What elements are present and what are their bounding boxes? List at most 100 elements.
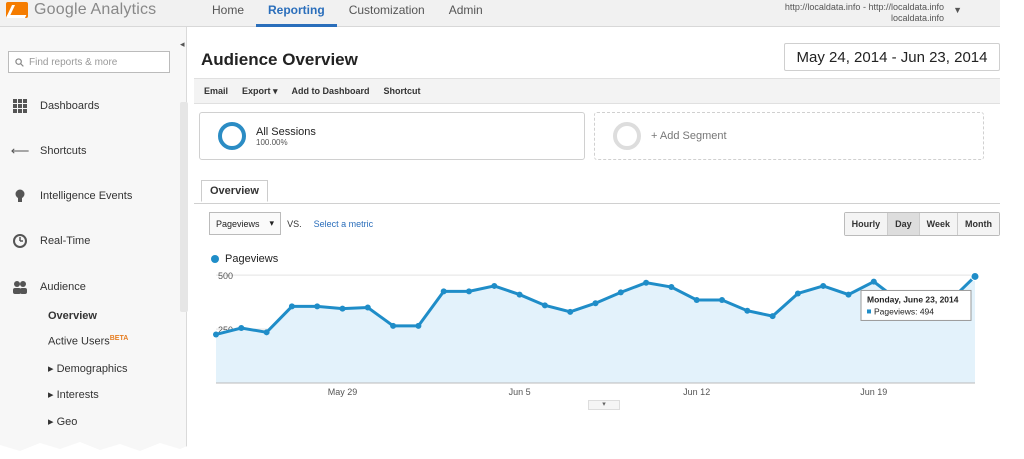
- sidebar-subitem-geo[interactable]: ▸ Geo: [48, 416, 78, 428]
- account-dropdown-icon[interactable]: ▼: [953, 5, 962, 15]
- tab-home[interactable]: Home: [212, 3, 245, 17]
- sidebar-subitem-label: Active Users: [48, 335, 110, 348]
- sidebar-item-shortcuts[interactable]: ⟵ Shortcuts: [10, 143, 87, 158]
- data-point[interactable]: [643, 279, 650, 286]
- x-tick-label: Jun 5: [509, 387, 531, 397]
- add-segment-label: + Add Segment: [651, 130, 727, 142]
- sidebar-item-label: Real-Time: [40, 235, 91, 247]
- pageviews-chart[interactable]: 500 250 May 29 Jun 5 Jun 12 Jun 19 Monday, Jun…: [194, 267, 1000, 412]
- collapse-sidebar-icon[interactable]: ◂: [180, 39, 185, 49]
- chart-expand-handle[interactable]: ▾: [588, 400, 620, 410]
- clock-icon: [12, 234, 28, 248]
- sidebar-subitem-demographics[interactable]: ▸ Demographics: [48, 363, 128, 375]
- tab-row: Overview: [194, 178, 1000, 204]
- data-point[interactable]: [617, 289, 624, 296]
- data-point[interactable]: [516, 291, 523, 298]
- select-metric-link[interactable]: Select a metric: [313, 218, 374, 229]
- top-bar: Google Analytics Home Reporting Customiz…: [0, 0, 1000, 27]
- torn-edge-bottom: [0, 441, 1024, 459]
- empty-ring-icon: [613, 122, 641, 150]
- data-point[interactable]: [263, 329, 270, 336]
- segment-all-sessions[interactable]: All Sessions 100.00%: [199, 112, 585, 160]
- segment-label: All Sessions: [256, 125, 316, 138]
- sidebar-subitem-interests[interactable]: ▸ Interests: [48, 389, 99, 401]
- sidebar-item-audience[interactable]: Audience: [12, 280, 86, 294]
- y-tick-label: 500: [218, 271, 233, 281]
- sidebar-item-label: Dashboards: [40, 100, 100, 112]
- data-point[interactable]: [339, 305, 346, 312]
- chevron-down-icon: ▾: [269, 218, 275, 228]
- chart-legend[interactable]: Pageviews: [211, 253, 278, 265]
- segment-ring-icon: [218, 122, 246, 150]
- data-point[interactable]: [870, 278, 877, 285]
- metric-select-value: Pageviews: [216, 218, 260, 229]
- sidebar-subitem-label: Demographics: [56, 363, 128, 375]
- shortcut-arrow-icon: ⟵: [10, 143, 30, 158]
- tab-admin[interactable]: Admin: [448, 3, 483, 17]
- sidebar-scrollbar[interactable]: [180, 102, 188, 312]
- sidebar-subitem-overview[interactable]: Overview: [48, 310, 97, 322]
- add-to-dashboard-button[interactable]: Add to Dashboard: [291, 86, 370, 96]
- data-point[interactable]: [491, 282, 498, 289]
- data-point[interactable]: [845, 291, 852, 298]
- sidebar-item-intelligence-events[interactable]: Intelligence Events: [12, 189, 132, 203]
- data-point[interactable]: [364, 304, 371, 311]
- data-point[interactable]: [769, 313, 776, 320]
- sidebar-item-dashboards[interactable]: Dashboards: [12, 99, 99, 113]
- tab-reporting[interactable]: Reporting: [256, 2, 337, 27]
- lightbulb-icon: [12, 189, 28, 203]
- segment-percent: 100.00%: [256, 137, 288, 147]
- search-icon: [15, 57, 24, 67]
- logo-text: Google Analytics: [34, 1, 157, 18]
- data-point[interactable]: [541, 302, 548, 309]
- search-input[interactable]: Find reports & more: [8, 51, 170, 73]
- page-title: Audience Overview: [201, 50, 358, 69]
- data-point[interactable]: [820, 282, 827, 289]
- logo[interactable]: Google Analytics: [6, 0, 156, 20]
- account-line2: localdata.info: [890, 13, 944, 23]
- beta-badge: BETA: [109, 335, 129, 342]
- tab-customization[interactable]: Customization: [348, 3, 425, 17]
- sidebar-subitem-label: Interests: [56, 389, 99, 401]
- sidebar-item-real-time[interactable]: Real-Time: [12, 234, 90, 248]
- email-button[interactable]: Email: [204, 86, 229, 96]
- sidebar-item-label: Intelligence Events: [40, 190, 133, 202]
- sidebar: ◂ Find reports & more Dashboards ⟵ Short…: [0, 27, 188, 459]
- shortcut-button[interactable]: Shortcut: [383, 86, 421, 96]
- data-point[interactable]: [314, 303, 321, 310]
- data-point[interactable]: [668, 284, 675, 291]
- main-content: Audience Overview May 24, 2014 - Jun 23,…: [194, 27, 1000, 459]
- add-segment-button[interactable]: + Add Segment: [594, 112, 984, 160]
- data-point[interactable]: [288, 303, 295, 310]
- data-point[interactable]: [440, 288, 447, 295]
- data-point[interactable]: [794, 290, 801, 297]
- y-tick-label: 250: [218, 325, 233, 335]
- account-selector[interactable]: http://localdata.info - http://localdata…: [785, 2, 944, 24]
- tooltip-value: Pageviews: 494: [874, 306, 934, 316]
- data-point[interactable]: [592, 300, 599, 307]
- granularity-week[interactable]: Week: [919, 213, 958, 235]
- search-placeholder: Find reports & more: [29, 56, 118, 68]
- data-point[interactable]: [719, 296, 725, 303]
- sidebar-subitem-active-users[interactable]: Active UsersBETA: [48, 335, 128, 348]
- metric-select[interactable]: Pageviews ▾: [209, 212, 282, 235]
- legend-marker: [211, 255, 219, 263]
- data-point[interactable]: [238, 325, 245, 331]
- data-point[interactable]: [390, 322, 397, 329]
- date-range-picker[interactable]: May 24, 2014 - Jun 23, 2014: [784, 43, 1000, 71]
- data-point[interactable]: [415, 322, 422, 329]
- data-point[interactable]: [744, 307, 751, 314]
- data-point[interactable]: [213, 331, 219, 338]
- granularity-day[interactable]: Day: [888, 213, 920, 235]
- vs-label: VS.: [287, 218, 302, 229]
- data-point[interactable]: [970, 271, 980, 281]
- granularity-hourly[interactable]: Hourly: [844, 213, 889, 235]
- export-button[interactable]: Export ▾: [242, 85, 278, 96]
- data-point[interactable]: [466, 288, 472, 295]
- tab-overview[interactable]: Overview: [201, 180, 268, 202]
- data-point[interactable]: [693, 296, 700, 303]
- x-tick-label: Jun 12: [683, 387, 710, 397]
- series-area: [216, 276, 975, 383]
- granularity-month[interactable]: Month: [958, 213, 999, 235]
- data-point[interactable]: [567, 308, 574, 315]
